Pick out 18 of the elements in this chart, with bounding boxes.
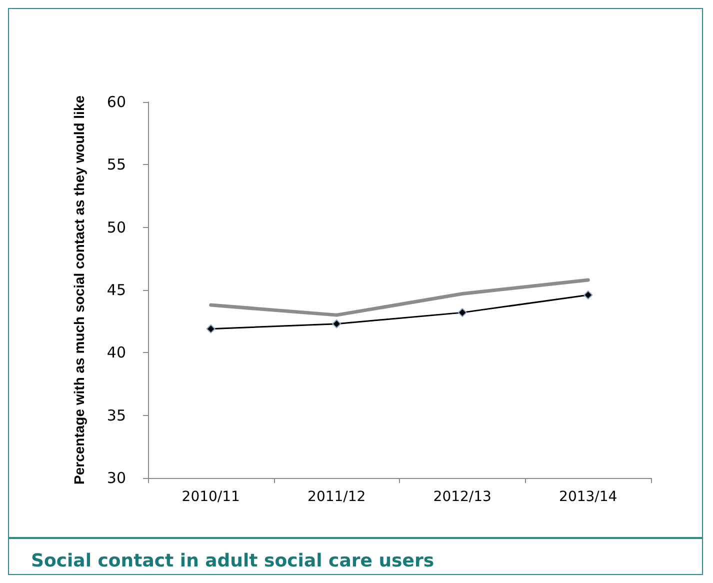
point [584,290,593,300]
y-tick-label: 45 [106,281,126,299]
x-tick-label: 2010/11 [182,489,240,505]
point [206,324,216,334]
y-tick-label: 50 [106,218,126,236]
x-tick-label: 2011/12 [308,489,366,505]
y-axis-title: Percentage with as much social contact as they would like [71,95,87,485]
point [458,308,467,318]
y-tick-label: 35 [106,406,126,424]
x-tick-label: 2012/13 [433,489,492,505]
x-tick-label: 2013/14 [559,489,618,505]
line-series [209,278,590,317]
y-tick-label: 30 [106,469,126,487]
y-tick-label: 55 [106,156,126,174]
text: Social contact in adult social care users [31,550,434,572]
y-tick-label: 40 [106,344,126,362]
point [332,319,342,328]
y-tick-label: 60 [106,93,126,111]
